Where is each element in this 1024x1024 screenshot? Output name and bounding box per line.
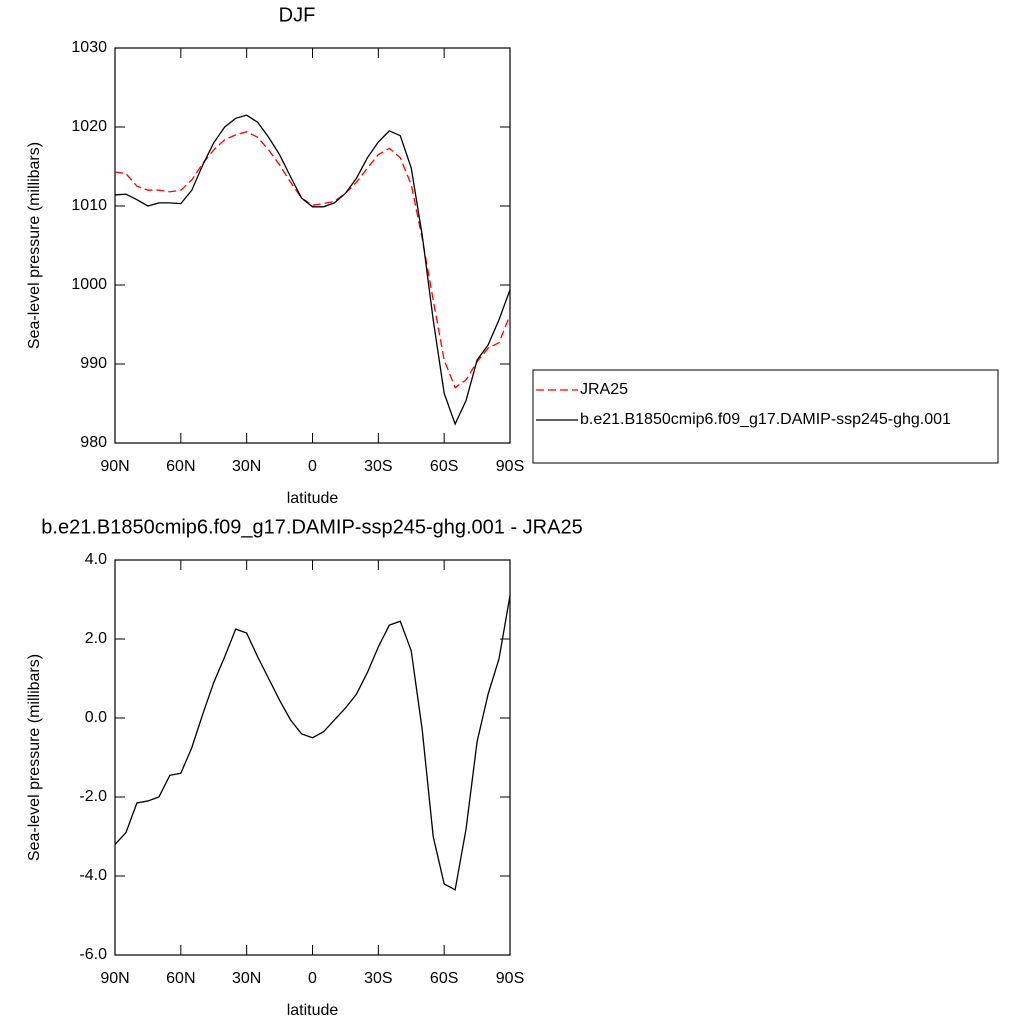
chart-title: DJF: [279, 4, 316, 26]
y-axis-label: Sea-level pressure (millibars): [26, 142, 43, 349]
x-axis-label: latitude: [287, 490, 339, 507]
x-tick-label: 90S: [496, 970, 524, 987]
legend-label: b.e21.B1850cmip6.f09_g17.DAMIP-ssp245-gh…: [580, 411, 951, 428]
y-tick-label: 1000: [71, 276, 107, 293]
y-tick-label: 4.0: [85, 551, 107, 568]
x-tick-label: 60S: [430, 970, 458, 987]
y-tick-label: 1020: [71, 118, 107, 135]
data-line: [114, 114, 511, 426]
x-tick-label: 90N: [100, 970, 129, 987]
y-tick-label: 990: [80, 355, 107, 372]
legend-label: JRA25: [580, 381, 628, 398]
y-tick-label: 2.0: [85, 630, 107, 647]
y-tick-label: 1010: [71, 197, 107, 214]
y-tick-label: -6.0: [79, 946, 107, 963]
data-line: [114, 595, 511, 891]
x-tick-label: 0: [308, 458, 317, 475]
x-tick-label: 30N: [232, 970, 261, 987]
y-tick-label: -2.0: [79, 788, 107, 805]
x-tick-label: 60N: [166, 458, 195, 475]
x-tick-label: 0: [308, 970, 317, 987]
y-tick-label: 0.0: [85, 709, 107, 726]
y-tick-label: -4.0: [79, 867, 107, 884]
x-tick-label: 60S: [430, 458, 458, 475]
x-tick-label: 30N: [232, 458, 261, 475]
plot-frame: [114, 559, 511, 956]
plot-frame: [114, 47, 511, 444]
y-tick-label: 980: [80, 434, 107, 451]
y-axis-label: Sea-level pressure (millibars): [26, 654, 43, 861]
x-tick-label: 60N: [166, 970, 195, 987]
x-axis-label: latitude: [287, 1002, 339, 1019]
x-tick-label: 90N: [100, 458, 129, 475]
y-tick-label: 1030: [71, 39, 107, 56]
x-tick-label: 90S: [496, 458, 524, 475]
x-tick-label: 30S: [364, 970, 392, 987]
chart-title: b.e21.B1850cmip6.f09_g17.DAMIP-ssp245-gh…: [41, 516, 582, 538]
legend-box: [532, 369, 999, 464]
data-line: [114, 131, 511, 389]
x-tick-label: 30S: [364, 458, 392, 475]
